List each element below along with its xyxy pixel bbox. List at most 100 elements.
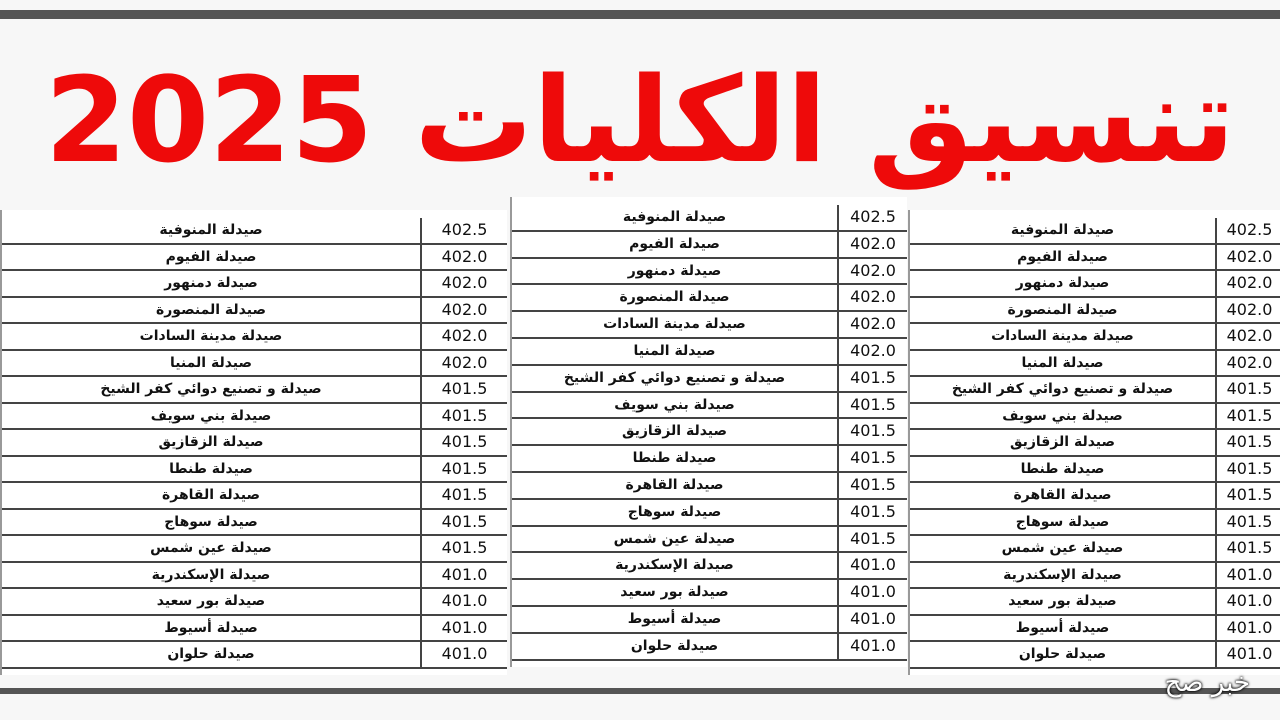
college-cell: صيدلة سوهاج xyxy=(164,513,258,530)
college-cell: صيدلة دمنهور xyxy=(164,275,258,291)
table-row: 401.5 صيدلة طنطا xyxy=(910,456,1280,483)
college-cell: صيدلة الإسكندرية xyxy=(151,566,271,583)
college-cell: صيدلة طنطا xyxy=(632,450,717,467)
table-row: 401.5 صيدلة الزقازيق xyxy=(2,430,507,457)
table-row: 401.5 صيدلة سوهاج xyxy=(2,509,507,536)
score-cell: 401.0 xyxy=(837,553,907,579)
table-row: 401.5 صيدلة عين شمس xyxy=(910,536,1280,563)
table-row: 401.5 صيدلة القاهرة xyxy=(910,483,1280,510)
college-cell: صيدلة دمنهور xyxy=(1015,275,1110,291)
table-row: 401.0 صيدلة الإسكندرية xyxy=(2,562,507,589)
college-cell: صيدلة الفيوم xyxy=(165,248,257,265)
score-cell: 401.5 xyxy=(837,392,907,418)
table-row: 402.0 صيدلة دمنهور xyxy=(2,271,507,298)
college-cell: صيدلة عين شمس xyxy=(613,530,736,547)
score-cell: 402.0 xyxy=(1215,297,1280,322)
college-cell: صيدلة أسيوط xyxy=(1015,619,1110,636)
score-cell: 402.0 xyxy=(837,312,907,337)
table-row: 402.0 صيدلة مدينة السادات xyxy=(910,324,1280,351)
college-cell: صيدلة الإسكندرية xyxy=(615,557,734,574)
table-row: 401.5 صيدلة عين شمس xyxy=(512,526,907,554)
table-row: 402.0 صيدلة المنصورة xyxy=(2,297,507,324)
college-cell: صيدلة سوهاج xyxy=(1015,513,1110,530)
score-cell: 402.0 xyxy=(420,324,507,349)
score-cell: 401.5 xyxy=(1215,456,1280,481)
college-cell: صيدلة المنصورة xyxy=(1007,301,1118,318)
score-cell: 401.5 xyxy=(420,536,507,561)
college-cell: صيدلة مدينة السادات xyxy=(603,316,746,333)
top-border xyxy=(0,10,1280,19)
table-row: 401.5 صيدلة و تصنيع دوائي كفر الشيخ xyxy=(2,377,507,404)
score-cell: 401.5 xyxy=(837,446,907,471)
score-cell: 401.5 xyxy=(420,483,507,508)
score-cell: 402.0 xyxy=(837,285,907,311)
table-row: 401.5 صيدلة القاهرة xyxy=(512,473,907,500)
college-cell: صيدلة المنيا xyxy=(633,343,716,359)
table-row: 402.0 صيدلة المنصورة xyxy=(512,285,907,313)
score-cell: 401.5 xyxy=(420,377,507,402)
college-cell: صيدلة أسيوط xyxy=(627,611,722,627)
score-cell: 401.5 xyxy=(420,456,507,481)
table-row: 402.0 صيدلة مدينة السادات xyxy=(2,324,507,351)
table-panel: 402.5 صيدلة المنوفية 402.0 صيدلة الفيوم 402.… xyxy=(0,210,507,675)
college-cell: صيدلة بور سعيد xyxy=(156,593,266,609)
table-row: 401.0 صيدلة أسيوط xyxy=(512,607,907,634)
table-panel: 402.5 صيدلة المنوفية 402.0 صيدلة الفيوم 402.… xyxy=(908,210,1280,675)
table-row: 401.5 صيدلة عين شمس xyxy=(2,536,507,563)
table-row: 401.5 صيدلة طنطا xyxy=(512,446,907,473)
score-cell: 402.0 xyxy=(420,244,507,269)
score-cell: 402.0 xyxy=(837,339,907,364)
score-cell: 401.0 xyxy=(420,642,507,667)
table-row: 402.0 صيدلة دمنهور xyxy=(910,271,1280,298)
college-cell: صيدلة القاهرة xyxy=(1013,487,1112,503)
table-row: 401.5 صيدلة طنطا xyxy=(2,456,507,483)
score-cell: 401.0 xyxy=(420,562,507,587)
score-cell: 401.0 xyxy=(420,615,507,640)
college-cell: صيدلة بني سويف xyxy=(614,396,735,413)
college-cell: صيدلة المنيا xyxy=(169,354,253,371)
score-cell: 402.0 xyxy=(837,258,907,284)
college-cell: صيدلة دمنهور xyxy=(627,262,722,279)
table-row: 402.0 صيدلة المنيا xyxy=(910,350,1280,377)
college-cell: صيدلة بني سويف xyxy=(150,407,272,424)
table-row: 401.5 صيدلة الزقازيق xyxy=(512,419,907,447)
college-cell: صيدلة طنطا xyxy=(169,460,253,477)
score-cell: 402.0 xyxy=(420,297,507,322)
table-row: 401.0 صيدلة حلوان xyxy=(512,633,907,661)
score-cell: 401.5 xyxy=(1215,509,1280,534)
college-cell: صيدلة الفيوم xyxy=(1017,248,1108,265)
watermark: خبر صح xyxy=(1164,668,1250,698)
table-row: 402.0 صيدلة المنيا xyxy=(512,339,907,366)
score-cell: 401.5 xyxy=(420,430,507,455)
score-cell: 402.0 xyxy=(420,350,507,375)
college-cell: صيدلة الإسكندرية xyxy=(1003,566,1122,583)
table-row: 401.5 صيدلة و تصنيع دوائي كفر الشيخ xyxy=(910,377,1280,404)
table-row: 401.0 صيدلة أسيوط xyxy=(2,615,507,642)
table-row: 401.0 صيدلة بور سعيد xyxy=(910,589,1280,616)
college-cell: صيدلة المنوفية xyxy=(159,222,263,238)
score-cell: 401.5 xyxy=(1215,430,1280,455)
score-cell: 401.0 xyxy=(1215,642,1280,667)
table-row: 401.0 صيدلة بور سعيد xyxy=(512,580,907,607)
score-cell: 401.0 xyxy=(1215,615,1280,640)
college-cell: صيدلة حلوان xyxy=(1018,646,1107,662)
score-cell: 402.0 xyxy=(1215,350,1280,375)
college-cell: صيدلة و تصنيع دوائي كفر الشيخ xyxy=(100,381,322,397)
college-cell: صيدلة عين شمس xyxy=(150,540,272,556)
score-cell: 402.5 xyxy=(837,205,907,230)
college-cell: صيدلة بني سويف xyxy=(1002,407,1123,424)
score-cell: 401.5 xyxy=(837,473,907,498)
score-cell: 401.0 xyxy=(1215,589,1280,614)
college-cell: صيدلة مدينة السادات xyxy=(991,328,1134,344)
score-cell: 402.0 xyxy=(420,271,507,296)
score-cell: 401.0 xyxy=(837,580,907,605)
title: تنسيق الكليات 2025 xyxy=(44,51,1237,189)
table-row: 401.5 صيدلة سوهاج xyxy=(512,499,907,527)
score-cell: 401.5 xyxy=(1215,403,1280,428)
bottom-border xyxy=(0,688,1280,694)
table-row: 402.0 صيدلة دمنهور xyxy=(512,258,907,286)
table-row: 401.5 صيدلة الزقازيق xyxy=(910,430,1280,457)
score-cell: 402.0 xyxy=(1215,271,1280,296)
college-cell: صيدلة المنوفية xyxy=(1010,222,1115,238)
college-cell: صيدلة الزقازيق xyxy=(158,434,264,450)
